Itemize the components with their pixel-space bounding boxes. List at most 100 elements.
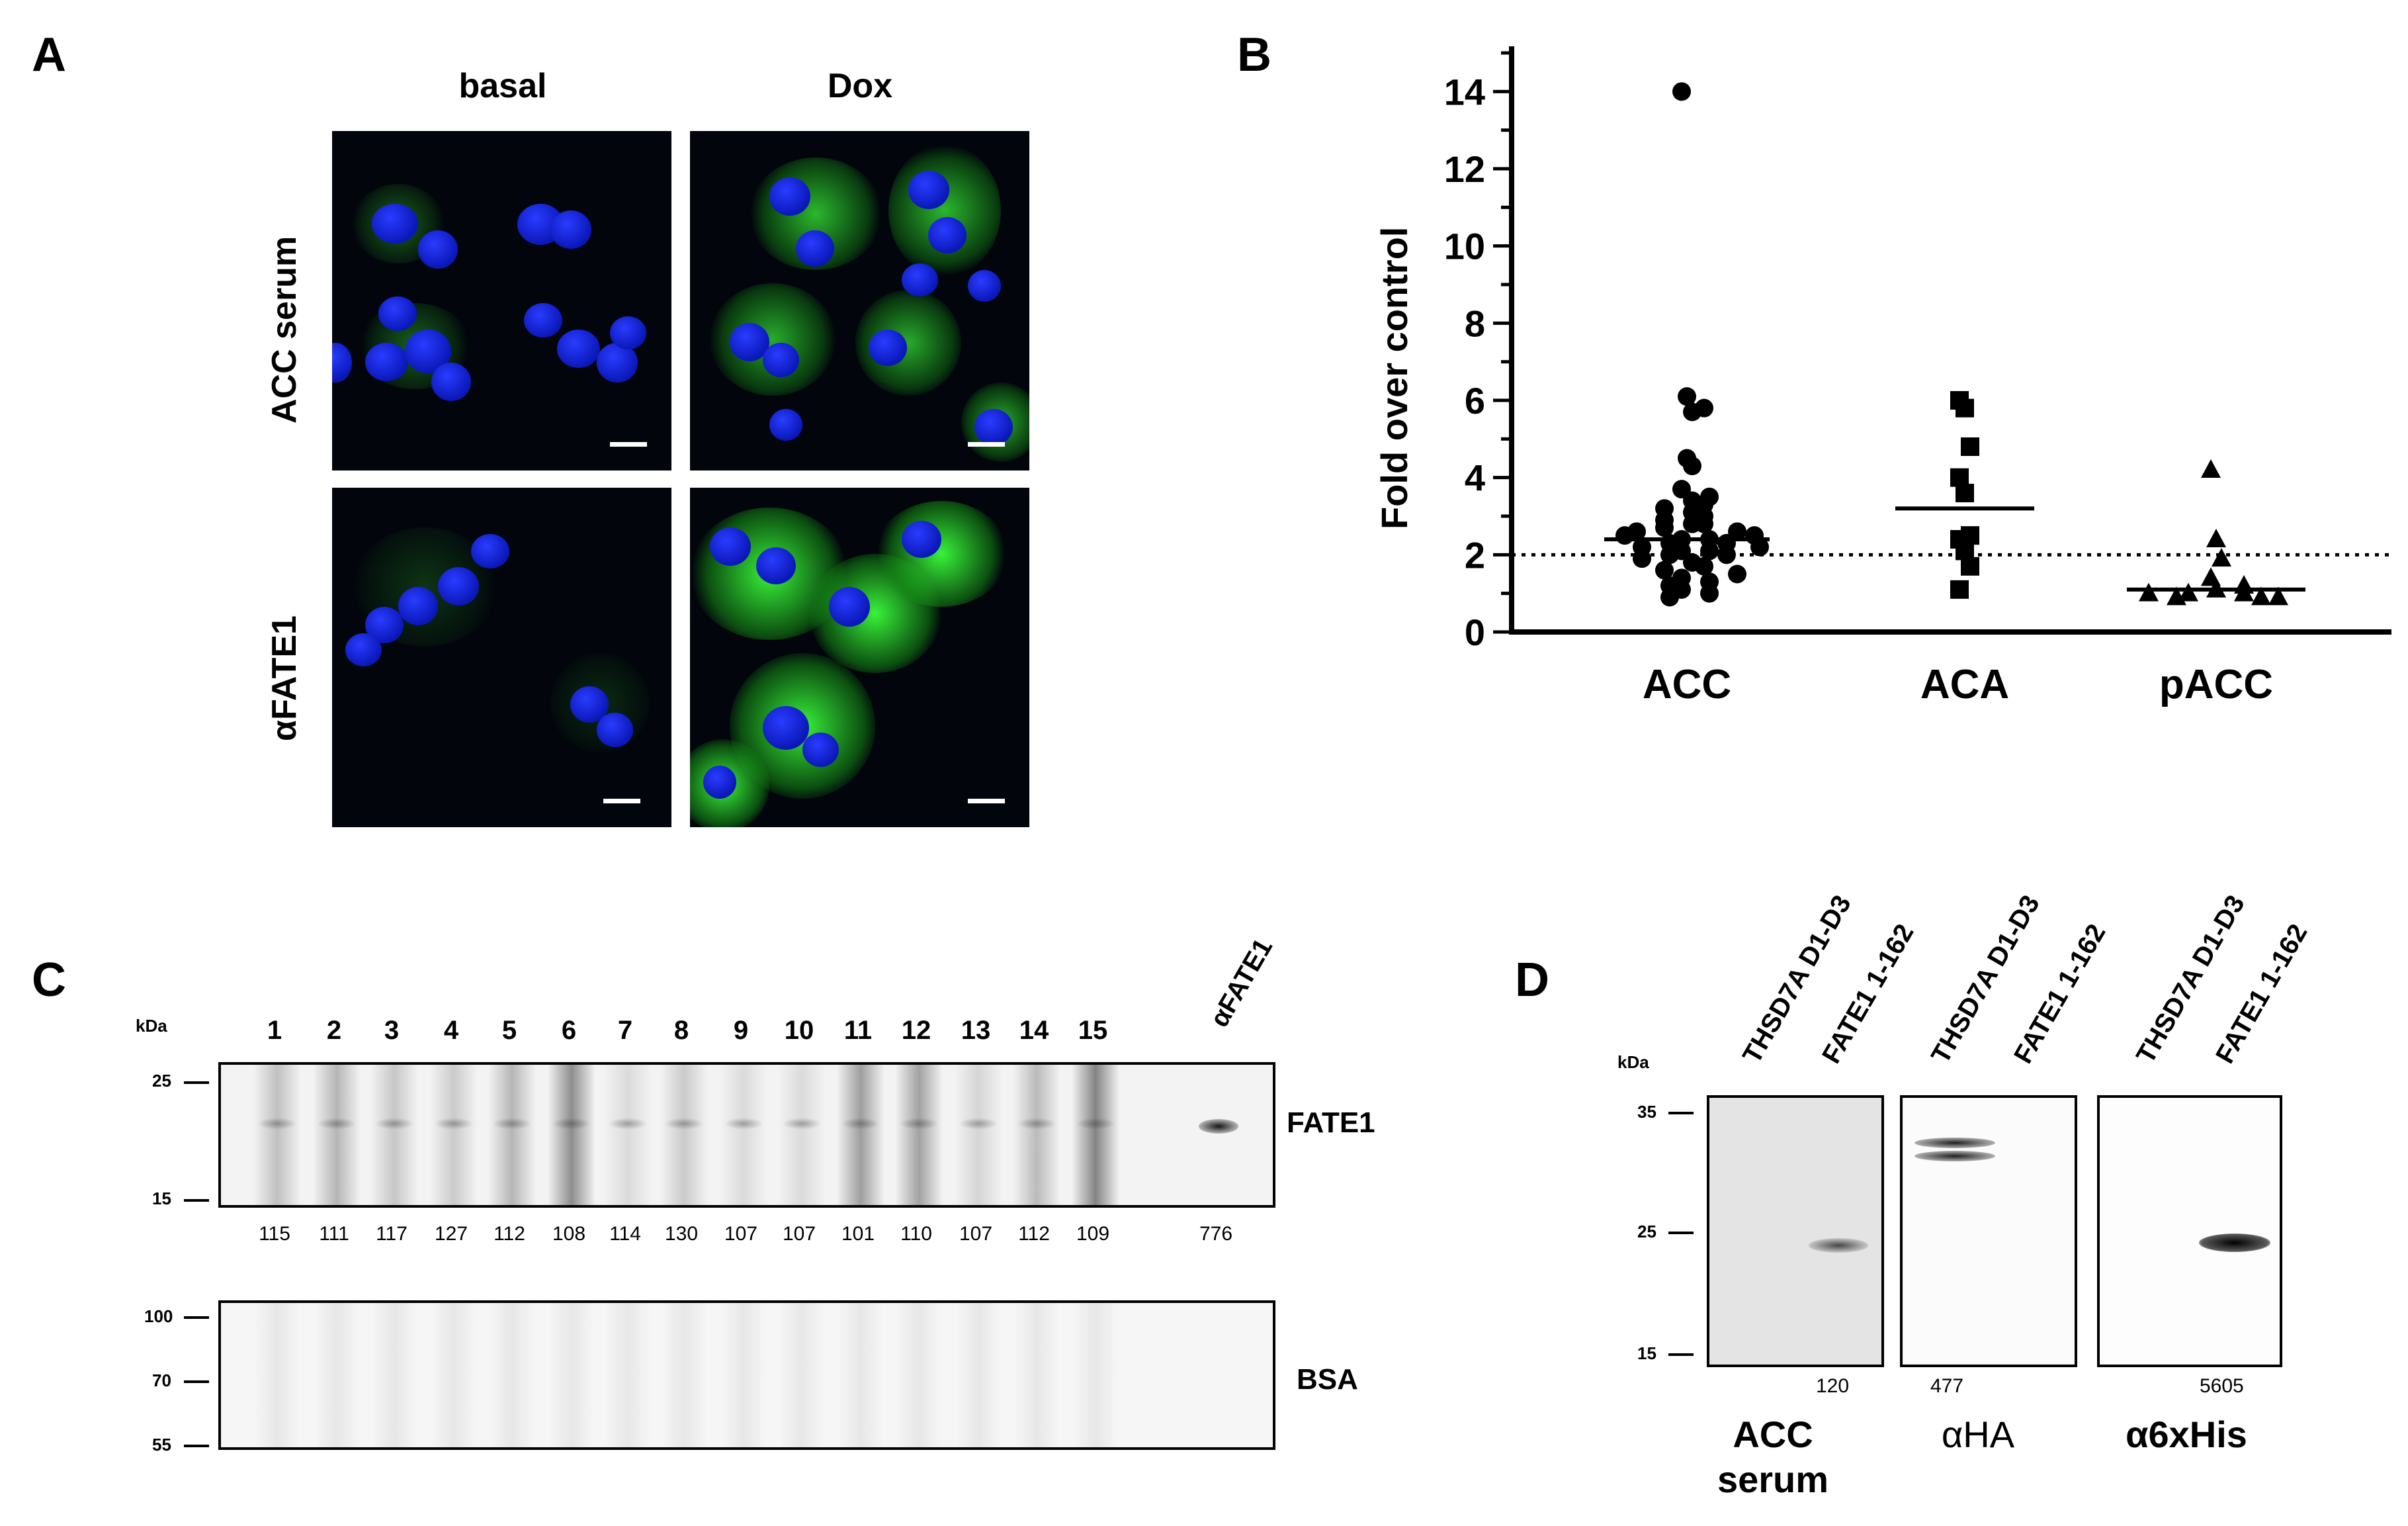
- d-marker-15: 15: [1637, 1343, 1656, 1363]
- data-point-pacc: [2178, 582, 2198, 602]
- c-lane-number: 7: [617, 1016, 633, 1045]
- y-tick-label: 14: [1444, 71, 1485, 112]
- d-label-acc-line1: ACC: [1733, 1414, 1813, 1455]
- c-quant-value: 112: [1018, 1223, 1050, 1245]
- panel-b-letter: B: [1237, 28, 1271, 81]
- panel-c-letter: C: [32, 954, 66, 1007]
- data-point-pacc: [2167, 586, 2186, 606]
- d-quant-acc: 120: [1816, 1375, 1850, 1397]
- data-point-acc: [1633, 549, 1651, 568]
- c-lane-number: 13: [961, 1016, 991, 1045]
- c-quant-value: 127: [434, 1223, 468, 1245]
- c-quant-value: 111: [319, 1223, 349, 1245]
- data-point-pacc: [2201, 459, 2221, 478]
- c-control-lane-label: αFATE1: [1205, 933, 1279, 1032]
- c-quant-value: 101: [841, 1223, 875, 1245]
- data-point-acc: [1672, 82, 1691, 101]
- data-point-pacc: [2206, 529, 2226, 547]
- data-point-acc: [1695, 398, 1713, 418]
- c-bottom-lane: [255, 1303, 300, 1447]
- c-lane-number: 12: [901, 1016, 931, 1045]
- c-quant-value: 110: [900, 1223, 932, 1245]
- d-marker-25: 25: [1637, 1222, 1656, 1241]
- c-top-band: [608, 1118, 648, 1130]
- c-quant-value: 776: [1199, 1223, 1233, 1245]
- c-lane-number: 11: [843, 1016, 873, 1045]
- c-top-band: [841, 1118, 881, 1130]
- c-marker-100-tick: [184, 1316, 209, 1319]
- c-bottom-lane: [605, 1303, 650, 1447]
- scatter-chart: 0 2 4 6 8 10 12 14 ACC ACA pACC: [1444, 46, 2391, 707]
- c-bottom-lane: [721, 1303, 766, 1447]
- y-tick-label: 4: [1465, 457, 1485, 499]
- c-top-band: [1017, 1118, 1056, 1130]
- c-top-lane: [488, 1065, 536, 1205]
- c-top-lane: [955, 1065, 1002, 1205]
- c-top-lane: [778, 1065, 826, 1205]
- data-point-aca: [1961, 557, 1979, 576]
- data-point-acc: [1728, 564, 1746, 584]
- data-point-aca: [1956, 398, 1974, 418]
- column-header-dox: Dox: [827, 67, 893, 105]
- data-point-acc: [1700, 541, 1719, 561]
- c-quant-value: 117: [376, 1223, 408, 1245]
- micrograph-acc-dox: [690, 131, 1029, 471]
- c-top-band: [1076, 1118, 1115, 1130]
- c-bottom-blot-label: BSA: [1297, 1363, 1358, 1396]
- c-top-lane: [895, 1065, 943, 1205]
- c-bottom-lane: [896, 1303, 941, 1447]
- c-lane-number: 2: [326, 1016, 342, 1045]
- c-top-band: [257, 1118, 297, 1130]
- c-top-lane: [430, 1065, 478, 1205]
- c-quant-value: 114: [609, 1223, 641, 1245]
- d-label-a6xhis: α6xHis: [2126, 1414, 2247, 1455]
- c-kda-label: kDa: [136, 1016, 167, 1036]
- c-top-band: [782, 1118, 822, 1130]
- panel-d-letter: D: [1515, 954, 1549, 1007]
- c-top-band: [552, 1118, 591, 1130]
- c-bottom-lane: [1073, 1303, 1118, 1447]
- row-label-acc-serum: ACC serum: [265, 236, 304, 424]
- c-top-lane: [370, 1065, 418, 1205]
- panel-a-letter: A: [32, 28, 66, 81]
- c-lane-number: 10: [784, 1016, 814, 1045]
- c-bottom-lane: [314, 1303, 359, 1447]
- y-tick-label: 6: [1465, 380, 1485, 422]
- y-axis-title: Fold over control: [1373, 226, 1415, 529]
- data-point-aca: [1956, 484, 1974, 502]
- d-label-aha: αHA: [1941, 1414, 2015, 1455]
- c-marker-55: 55: [152, 1435, 171, 1455]
- data-point-acc: [1655, 561, 1674, 580]
- c-marker-100: 100: [144, 1306, 173, 1326]
- data-point-acc: [1695, 557, 1713, 576]
- data-point-acc: [1615, 526, 1634, 545]
- x-category-label: ACA: [1920, 662, 2009, 707]
- data-point-acc: [1717, 545, 1736, 564]
- c-marker-15: 15: [152, 1189, 171, 1208]
- data-point-aca: [1950, 580, 1969, 599]
- c-quant-value: 112: [494, 1223, 525, 1245]
- y-tick-label: 12: [1444, 148, 1485, 190]
- data-point-acc: [1655, 518, 1674, 537]
- data-point-pacc: [2251, 586, 2271, 606]
- c-quant-value: 115: [259, 1223, 290, 1245]
- d-marker-15-tick: [1668, 1353, 1694, 1356]
- c-lane-number: 8: [673, 1016, 689, 1045]
- c-marker-25-tick: [184, 1081, 209, 1084]
- c-top-band: [434, 1118, 474, 1130]
- d-kda-label: kDa: [1617, 1052, 1649, 1072]
- c-bottom-blot: [218, 1300, 1275, 1450]
- c-top-band: [492, 1118, 532, 1130]
- data-point-acc: [1660, 588, 1679, 607]
- c-bottom-lane: [372, 1303, 417, 1447]
- c-top-lane: [313, 1065, 361, 1205]
- c-bottom-lane: [838, 1303, 883, 1447]
- d-label-acc-line2: serum: [1717, 1459, 1829, 1500]
- c-top-lane: [1072, 1065, 1119, 1205]
- c-bottom-lane: [1014, 1303, 1059, 1447]
- data-point-acc: [1695, 514, 1713, 533]
- data-point-acc: [1660, 545, 1679, 564]
- c-top-band: [664, 1118, 704, 1130]
- d-quant-aha: 477: [1930, 1375, 1964, 1397]
- c-quant-value: 107: [782, 1223, 816, 1245]
